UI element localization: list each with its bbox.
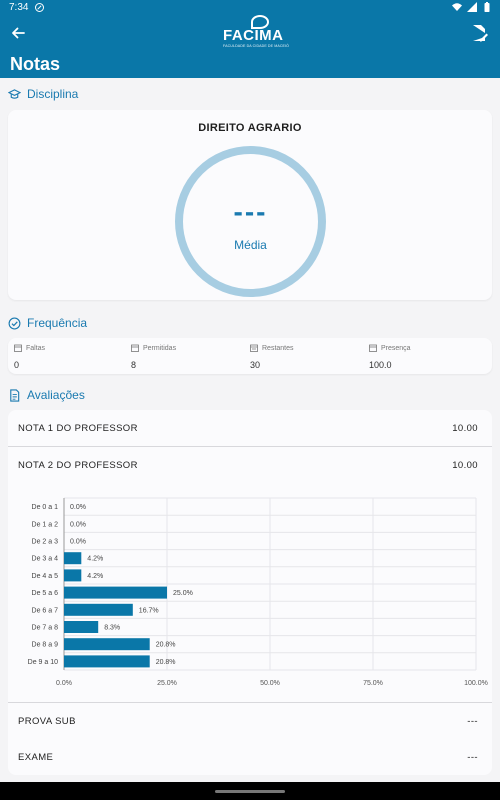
chart-value-label: 4.2% <box>87 556 103 563</box>
frequencia-card: Faltas 0 Permitidas 8 Restantes 30 Prese… <box>8 338 492 374</box>
signal-icon <box>467 2 477 12</box>
grade-name: EXAME <box>18 752 54 763</box>
chart-value-label: 0.0% <box>70 539 86 546</box>
logo-bubble-icon <box>251 15 269 29</box>
freq-restantes: Restantes 30 <box>250 344 294 371</box>
grade-row-exame[interactable]: EXAME --- <box>8 739 492 775</box>
page-title: Notas <box>10 54 61 74</box>
chart-x-tick-label: 100.0% <box>464 680 488 687</box>
chart-value-label: 20.8% <box>156 659 176 666</box>
divider <box>8 702 492 703</box>
average-label: Média <box>234 238 267 252</box>
calendar-icon <box>369 344 377 352</box>
chart-value-label: 8.3% <box>104 625 120 632</box>
chart-category-label: De 5 a 6 <box>32 590 59 597</box>
grade-score: --- <box>467 716 478 727</box>
logo-text: FACIMA <box>223 27 284 44</box>
back-arrow-icon[interactable] <box>9 24 27 42</box>
discipline-name: DIREITO AGRARIO <box>198 122 302 134</box>
calendar-icon <box>14 344 22 352</box>
do-not-disturb-icon <box>35 3 44 12</box>
freq-value: 8 <box>131 360 137 370</box>
chart-bar <box>64 638 150 651</box>
grade-distribution-chart: 0.0% 25.0% 50.0% 75.0% 100.0% De 0 a 1 0.0% De … <box>8 482 492 702</box>
divider <box>8 446 492 447</box>
grade-name: NOTA 2 DO PROFESSOR <box>18 460 138 471</box>
average-value: --- <box>233 196 268 227</box>
chart-x-tick-label: 0.0% <box>56 680 72 687</box>
document-icon <box>10 388 20 402</box>
chart-bar <box>64 569 82 582</box>
chart-bar <box>64 621 99 633</box>
edit-document-icon[interactable] <box>472 24 488 42</box>
chart-value-label: 25.0% <box>173 590 193 597</box>
grade-name: PROVA SUB <box>18 716 76 727</box>
freq-permitidas: Permitidas 8 <box>131 344 177 371</box>
chart-category-label: De 6 a 7 <box>32 607 59 614</box>
section-frequencia-label: Frequência <box>27 316 88 330</box>
chart-bar <box>64 603 133 616</box>
freq-value: 0 <box>14 360 20 370</box>
freq-label: Restantes <box>262 344 294 352</box>
logo-tagline: FACULDADE DA CIDADE DE MACEIÓ <box>223 44 290 48</box>
chart-bar <box>64 655 150 668</box>
chart-category-label: De 0 a 1 <box>32 504 59 511</box>
disciplina-card: DIREITO AGRARIO --- Média <box>8 110 492 300</box>
wifi-icon <box>452 3 462 11</box>
status-time: 7:34 <box>9 2 29 13</box>
section-frequencia: Frequência <box>8 316 87 330</box>
chart-value-label: 0.0% <box>70 504 86 511</box>
freq-faltas: Faltas 0 <box>14 344 46 371</box>
freq-presenca: Presença 100.0 <box>369 344 411 371</box>
chart-x-tick-label: 50.0% <box>260 680 280 687</box>
grade-name: NOTA 1 DO PROFESSOR <box>18 423 138 434</box>
check-circle-icon <box>8 317 21 329</box>
grade-row-prova-sub[interactable]: PROVA SUB --- <box>8 703 492 739</box>
grade-score: 10.00 <box>452 423 478 434</box>
grade-row-nota2[interactable]: NOTA 2 DO PROFESSOR 10.00 <box>8 447 492 483</box>
chart-category-label: De 8 a 9 <box>32 642 59 649</box>
chart-value-label: 20.8% <box>156 642 176 649</box>
chart-value-label: 0.0% <box>70 521 86 528</box>
section-avaliacoes: Avaliações <box>8 388 85 402</box>
home-gesture-pill[interactable] <box>215 790 285 793</box>
freq-value: 30 <box>250 360 261 370</box>
chart-value-label: 4.2% <box>87 573 103 580</box>
grade-row-nota1[interactable]: NOTA 1 DO PROFESSOR 10.00 <box>8 410 492 446</box>
grade-score: --- <box>467 752 478 763</box>
section-disciplina-label: Disciplina <box>27 87 79 101</box>
section-avaliacoes-label: Avaliações <box>27 388 85 402</box>
freq-label: Permitidas <box>143 344 177 352</box>
chart-category-label: De 7 a 8 <box>32 625 59 632</box>
app-bar: FACIMA FACULDADE DA CIDADE DE MACEIÓ Not… <box>0 15 500 78</box>
chart-x-tick-label: 25.0% <box>157 680 177 687</box>
grade-score: 10.00 <box>452 460 478 471</box>
chart-value-label: 16.7% <box>139 607 159 614</box>
section-disciplina: Disciplina <box>8 87 78 101</box>
freq-label: Faltas <box>26 344 46 352</box>
chart-category-label: De 1 a 2 <box>32 521 59 528</box>
system-nav-bar <box>0 782 500 800</box>
calendar-icon <box>131 344 139 352</box>
chart-bar <box>64 552 82 565</box>
average-ring: --- Média <box>175 146 326 297</box>
freq-value: 100.0 <box>369 360 392 370</box>
freq-label: Presença <box>381 344 411 352</box>
status-bar: 7:34 <box>0 0 500 16</box>
facima-logo: FACIMA FACULDADE DA CIDADE DE MACEIÓ <box>223 15 290 52</box>
chart-category-label: De 3 a 4 <box>32 556 59 563</box>
chart-category-label: De 2 a 3 <box>32 539 59 546</box>
graduation-cap-icon <box>8 88 21 99</box>
battery-icon <box>484 2 490 12</box>
chart-category-label: De 9 a 10 <box>28 659 58 666</box>
chart-svg: 0.0% 25.0% 50.0% 75.0% 100.0% De 0 a 1 0.0% De … <box>28 497 488 687</box>
chart-x-tick-label: 75.0% <box>363 680 383 687</box>
chart-bar <box>64 586 167 599</box>
chart-category-label: De 4 a 5 <box>32 573 59 580</box>
calendar-list-icon <box>250 344 258 352</box>
